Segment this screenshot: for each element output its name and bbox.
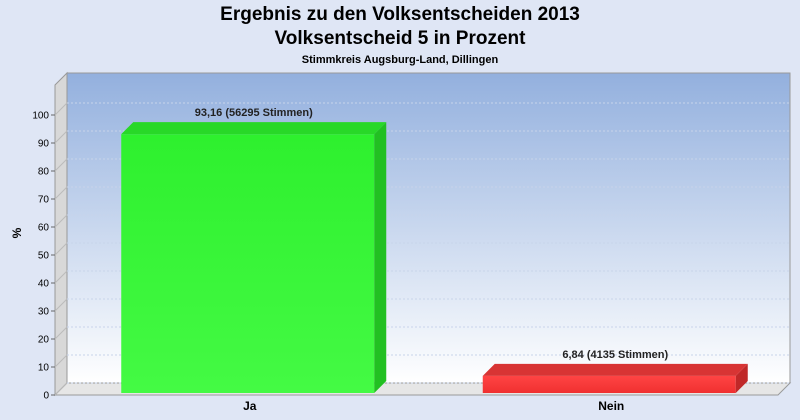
y-tick-label: 70 (38, 195, 50, 206)
y-tick-label: 10 (38, 363, 50, 374)
bar-top (121, 122, 387, 135)
grid-line-side (54, 270, 68, 284)
x-category-label: Ja (243, 399, 257, 413)
y-axis-label: % (10, 227, 24, 238)
bar-nein (482, 375, 736, 393)
grid-line-side (54, 130, 68, 144)
y-tick-label: 40 (38, 279, 50, 290)
grid-line-side (54, 326, 68, 340)
grid-line-side (54, 186, 68, 200)
y-tick-label: 90 (38, 139, 50, 150)
y-tick-label: 80 (38, 167, 50, 178)
bar-side (374, 122, 387, 393)
y-tick-label: 20 (38, 335, 50, 346)
y-tick-label: 100 (32, 111, 49, 122)
grid-line-side (54, 354, 68, 368)
bar-ja (121, 134, 375, 394)
data-label: 93,16 (56295 Stimmen) (195, 107, 313, 119)
grid-line-side (54, 102, 68, 116)
grid-line-side (54, 298, 68, 312)
data-label: 6,84 (4135 Stimmen) (562, 349, 668, 361)
y-tick-label: 0 (43, 391, 49, 402)
grid-line-side (54, 382, 68, 396)
grid-line-side (54, 242, 68, 256)
left-wall (54, 71, 68, 397)
chart-region-subtitle: Stimmkreis Augsburg-Land, Dillingen (301, 54, 499, 66)
x-category-label: Nein (598, 399, 624, 413)
grid-line-side (54, 158, 68, 172)
y-tick-label: 60 (38, 223, 50, 234)
bar-top (482, 363, 748, 376)
y-tick-label: 50 (38, 251, 50, 262)
bar-side (735, 363, 748, 393)
chart-subtitle: Volksentscheid 5 in Prozent (274, 28, 526, 49)
grid-line-side (54, 214, 68, 228)
y-tick-label: 30 (38, 307, 50, 318)
chart-title: Ergebnis zu den Volksentscheiden 2013 (220, 4, 580, 25)
